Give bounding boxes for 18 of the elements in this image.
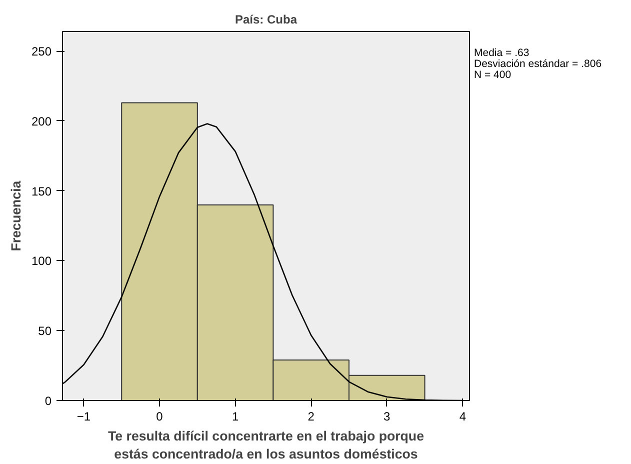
y-tick-label: 50 xyxy=(38,324,52,338)
y-tick-label: 100 xyxy=(31,254,52,268)
x-tick-label: 2 xyxy=(308,410,315,424)
y-tick-label: 0 xyxy=(44,394,52,408)
x-tick-label: 4 xyxy=(459,410,466,424)
y-tick-label: 200 xyxy=(31,114,52,128)
y-tick-label: 150 xyxy=(31,184,52,198)
text: Desviación estándar = .806 xyxy=(474,58,602,70)
y-axis-title: Frecuencia xyxy=(8,180,24,252)
text: N = 400 xyxy=(474,69,512,81)
text: Media = .63 xyxy=(474,47,530,59)
x-axis-title: Te resulta difícil concentrarte en el trabajo porque estás concentrado/a en los asuntos domésticos xyxy=(108,428,424,462)
x-tick-label: 0 xyxy=(156,410,164,424)
x-tick-label: 3 xyxy=(384,410,391,424)
y-tick-label: 250 xyxy=(31,44,52,59)
x-tick-label: −1 xyxy=(76,410,91,424)
chart-title: País: Cuba xyxy=(234,12,298,26)
x-tick-label: 1 xyxy=(232,410,239,424)
